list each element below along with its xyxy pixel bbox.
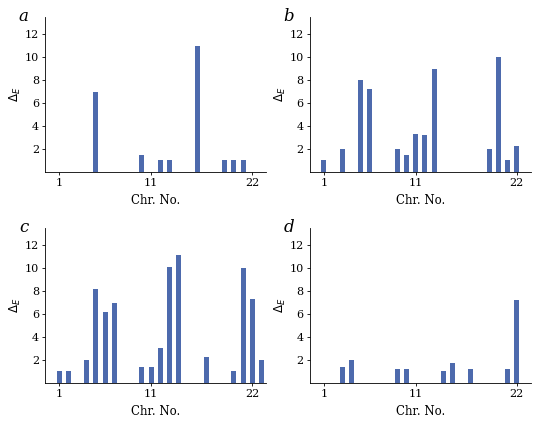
Bar xyxy=(349,360,354,383)
Bar xyxy=(432,69,437,172)
Bar xyxy=(66,371,71,383)
Bar xyxy=(404,155,409,172)
Bar xyxy=(505,369,510,383)
Bar xyxy=(395,369,400,383)
Y-axis label: $\Delta_E$: $\Delta_E$ xyxy=(8,87,23,102)
Bar xyxy=(514,300,520,383)
Bar xyxy=(140,367,144,383)
Bar xyxy=(93,289,99,383)
Bar xyxy=(57,371,61,383)
Bar xyxy=(195,46,199,172)
Bar xyxy=(514,146,520,172)
Bar xyxy=(340,149,344,172)
Bar xyxy=(84,360,89,383)
X-axis label: Chr. No.: Chr. No. xyxy=(396,405,445,417)
Bar xyxy=(240,161,246,172)
Bar xyxy=(102,312,108,383)
Bar xyxy=(358,80,363,172)
Bar xyxy=(158,348,163,383)
Bar xyxy=(93,92,99,172)
Bar xyxy=(231,371,237,383)
Bar xyxy=(158,161,163,172)
Bar xyxy=(496,58,501,172)
Bar xyxy=(395,149,400,172)
Bar xyxy=(240,268,246,383)
Bar xyxy=(167,161,172,172)
Bar xyxy=(321,161,326,172)
Bar xyxy=(167,267,172,383)
Bar xyxy=(450,363,455,383)
Bar xyxy=(259,360,264,383)
Y-axis label: $\Delta_E$: $\Delta_E$ xyxy=(8,298,23,313)
Bar xyxy=(231,161,237,172)
Bar xyxy=(222,161,227,172)
Bar xyxy=(505,161,510,172)
Bar xyxy=(250,299,255,383)
Y-axis label: $\Delta_E$: $\Delta_E$ xyxy=(273,298,288,313)
Bar xyxy=(367,89,372,172)
Bar xyxy=(340,367,344,383)
Text: c: c xyxy=(19,219,28,236)
Bar xyxy=(112,302,117,383)
Bar xyxy=(468,369,473,383)
Y-axis label: $\Delta_E$: $\Delta_E$ xyxy=(273,87,288,102)
X-axis label: Chr. No.: Chr. No. xyxy=(131,194,181,207)
Text: d: d xyxy=(284,219,294,236)
Bar xyxy=(441,371,446,383)
Bar xyxy=(404,369,409,383)
Bar xyxy=(149,367,154,383)
Bar xyxy=(204,357,209,383)
Text: a: a xyxy=(19,8,29,25)
X-axis label: Chr. No.: Chr. No. xyxy=(396,194,445,207)
Bar xyxy=(176,255,181,383)
Bar xyxy=(487,149,492,172)
Text: b: b xyxy=(284,8,294,25)
Bar xyxy=(140,155,144,172)
Bar xyxy=(413,134,418,172)
X-axis label: Chr. No.: Chr. No. xyxy=(131,405,181,417)
Bar xyxy=(423,135,427,172)
